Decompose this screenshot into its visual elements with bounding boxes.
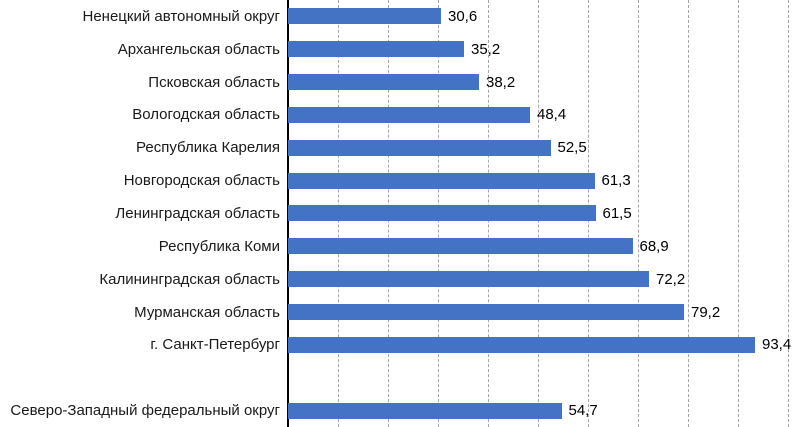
- value-label: 68,9: [639, 237, 669, 255]
- category-label: Мурманская область: [134, 303, 280, 321]
- chart-row: Новгородская область 61,3: [0, 164, 796, 197]
- chart-row: Ленинградская область 61,5: [0, 197, 796, 230]
- value-label: 52,5: [557, 139, 587, 157]
- bar: [288, 74, 479, 91]
- bar-zone: 79,2: [288, 296, 796, 329]
- gridline: [738, 0, 739, 427]
- bar: [288, 205, 596, 222]
- spacer-row: [0, 361, 796, 394]
- value-label: 38,2: [486, 73, 516, 91]
- bar-zone: 93,4: [288, 328, 796, 361]
- chart-row: Республика Коми 68,9: [0, 230, 796, 263]
- value-label: 30,6: [448, 7, 478, 25]
- category-label: Архангельская область: [117, 40, 280, 58]
- category-label: Новгородская область: [123, 172, 280, 190]
- chart-row: Вологодская область 48,4: [0, 99, 796, 132]
- chart-row: Мурманская область 79,2: [0, 296, 796, 329]
- chart-row: Республика Карелия 52,5: [0, 131, 796, 164]
- chart-row: Псковская область 38,2: [0, 66, 796, 99]
- bar-zone: 30,6: [288, 0, 796, 33]
- category-label: Ленинградская область: [115, 204, 280, 222]
- value-label: 93,4: [762, 336, 792, 354]
- chart-row: Архангельская область 35,2: [0, 33, 796, 66]
- bar-zone: 38,2: [288, 66, 796, 99]
- gridline: [788, 0, 789, 427]
- category-label: Северо-Западный федеральный округ: [10, 402, 280, 420]
- chart-row: Северо-Западный федеральный округ 54,7: [0, 394, 796, 427]
- bar: [288, 139, 551, 156]
- bar-zone: 35,2: [288, 33, 796, 66]
- category-label: Республика Карелия: [136, 139, 280, 157]
- bar: [288, 238, 633, 255]
- chart-row: г. Санкт-Петербург 93,4: [0, 328, 796, 361]
- value-label: 61,5: [602, 204, 632, 222]
- chart-row: Калининградская область 72,2: [0, 263, 796, 296]
- gridline: [638, 0, 639, 427]
- value-label: 61,3: [601, 172, 631, 190]
- value-label: 72,2: [656, 270, 686, 288]
- bar-zone: 48,4: [288, 99, 796, 132]
- bar: [288, 8, 441, 25]
- bar-zone: 54,7: [288, 394, 796, 427]
- bar-zone: 61,5: [288, 197, 796, 230]
- category-label: г. Санкт-Петербург: [150, 336, 280, 354]
- bar-zone: 68,9: [288, 230, 796, 263]
- bar: [288, 106, 530, 123]
- bar-zone: 72,2: [288, 263, 796, 296]
- bar: [288, 304, 684, 321]
- category-label: Псковская область: [148, 73, 280, 91]
- chart-row: Ненецкий автономный округ 30,6: [0, 0, 796, 33]
- category-label: Вологодская область: [132, 106, 280, 124]
- category-label: Ненецкий автономный округ: [82, 7, 280, 25]
- bar-zone: 61,3: [288, 164, 796, 197]
- bar: [288, 271, 649, 288]
- value-label: 54,7: [568, 402, 598, 420]
- bar: [288, 336, 755, 353]
- gridline: [688, 0, 689, 427]
- bar: [288, 172, 595, 189]
- category-label: Калининградская область: [99, 270, 280, 288]
- value-label: 48,4: [537, 106, 567, 124]
- bar-zone: 52,5: [288, 131, 796, 164]
- value-label: 35,2: [471, 40, 501, 58]
- category-label: Республика Коми: [158, 237, 280, 255]
- bar: [288, 41, 464, 58]
- bar: [288, 402, 562, 419]
- value-label: 79,2: [691, 303, 721, 321]
